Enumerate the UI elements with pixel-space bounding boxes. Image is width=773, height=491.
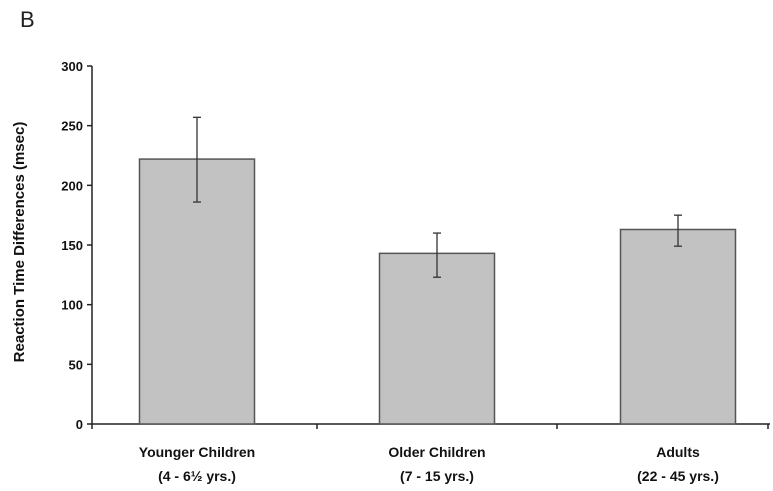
x-category-sublabel: (22 - 45 yrs.): [637, 468, 719, 484]
y-axis-ticks: 0 50 100 150 200 250 300: [61, 59, 92, 432]
y-axis-title: Reaction Time Differences (msec): [11, 122, 28, 363]
y-tick-label: 100: [61, 298, 83, 313]
x-category-sublabel: (7 - 15 yrs.): [400, 468, 474, 484]
panel-label: B: [20, 7, 35, 32]
x-category-label: Adults: [656, 444, 700, 460]
y-tick-label: 300: [61, 59, 83, 74]
x-category-sublabel: (4 - 6½ yrs.): [158, 468, 236, 484]
y-tick-label: 150: [61, 238, 83, 253]
bars: [138, 158, 737, 425]
y-tick-label: 0: [76, 417, 83, 432]
bar: [619, 228, 737, 425]
x-category-label: Younger Children: [139, 444, 255, 460]
error-bars: [193, 116, 682, 278]
bar: [378, 252, 496, 425]
y-tick-label: 200: [61, 178, 83, 193]
y-tick-label: 50: [69, 357, 83, 372]
y-tick-label: 250: [61, 119, 83, 134]
x-axis-labels: Younger Children (4 - 6½ yrs.) Older Child…: [139, 444, 719, 484]
x-category-label: Older Children: [388, 444, 485, 460]
bar: [138, 158, 256, 425]
